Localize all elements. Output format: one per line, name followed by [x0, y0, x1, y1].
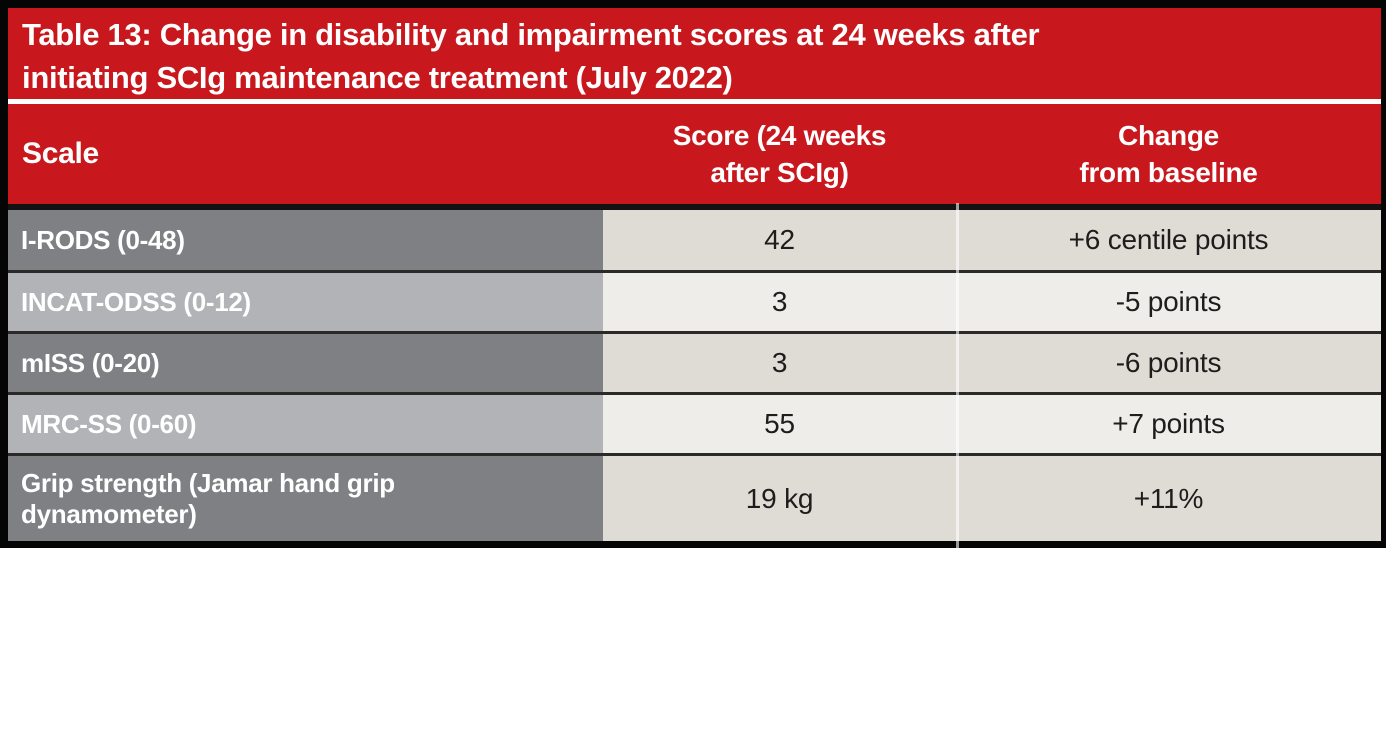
table-title-line-1: Table 13: Change in disability and impai…: [22, 17, 1040, 52]
col-header-change: Change from baseline: [956, 117, 1381, 191]
title-separator-rule: [8, 99, 1381, 104]
header-body-separator: [8, 204, 1381, 210]
scale-cell: MRC-SS (0-60): [8, 395, 603, 453]
col-header-score: Score (24 weeks after SCIg): [603, 117, 956, 191]
table-row: mISS (0-20) 3 -6 points: [8, 331, 1381, 392]
change-cell: +7 points: [956, 395, 1381, 453]
change-cell: +6 centile points: [956, 210, 1381, 270]
table-title-line-2: initiating SCIg maintenance treatment (J…: [22, 60, 733, 95]
score-cell: 19 kg: [603, 456, 956, 541]
col-header-score-line-2: after SCIg): [710, 157, 849, 188]
scale-cell: mISS (0-20): [8, 334, 603, 392]
score-change-column-divider: [956, 203, 959, 548]
score-cell: 55: [603, 395, 956, 453]
score-cell: 3: [603, 273, 956, 331]
score-cell: 3: [603, 334, 956, 392]
change-cell: -6 points: [956, 334, 1381, 392]
column-header-row: Scale Score (24 weeks after SCIg) Change…: [8, 104, 1381, 204]
scale-label: I-RODS (0-48): [21, 224, 185, 255]
scale-cell: I-RODS (0-48): [8, 210, 603, 270]
col-header-change-line-2: from baseline: [1079, 157, 1258, 188]
table-row: I-RODS (0-48) 42 +6 centile points: [8, 210, 1381, 270]
scale-label: MRC-SS (0-60): [21, 408, 197, 439]
table-13-inner: Table 13: Change in disability and impai…: [8, 8, 1381, 541]
table-row: INCAT-ODSS (0-12) 3 -5 points: [8, 270, 1381, 331]
scale-label: Grip strength (Jamar hand grip dynamomet…: [21, 467, 395, 529]
table-title: Table 13: Change in disability and impai…: [8, 8, 1381, 99]
change-cell: -5 points: [956, 273, 1381, 331]
col-header-scale: Scale: [22, 137, 99, 170]
col-header-score-line-1: Score (24 weeks: [672, 120, 887, 151]
scale-cell: Grip strength (Jamar hand grip dynamomet…: [8, 456, 603, 541]
scale-label: mISS (0-20): [21, 347, 160, 378]
scale-cell: INCAT-ODSS (0-12): [8, 273, 603, 331]
table-row: Grip strength (Jamar hand grip dynamomet…: [8, 453, 1381, 541]
score-cell: 42: [603, 210, 956, 270]
table-13: Table 13: Change in disability and impai…: [0, 0, 1386, 548]
scale-label: INCAT-ODSS (0-12): [21, 286, 251, 317]
col-header-change-line-1: Change: [1118, 120, 1219, 151]
change-cell: +11%: [956, 456, 1381, 541]
table-row: MRC-SS (0-60) 55 +7 points: [8, 392, 1381, 453]
